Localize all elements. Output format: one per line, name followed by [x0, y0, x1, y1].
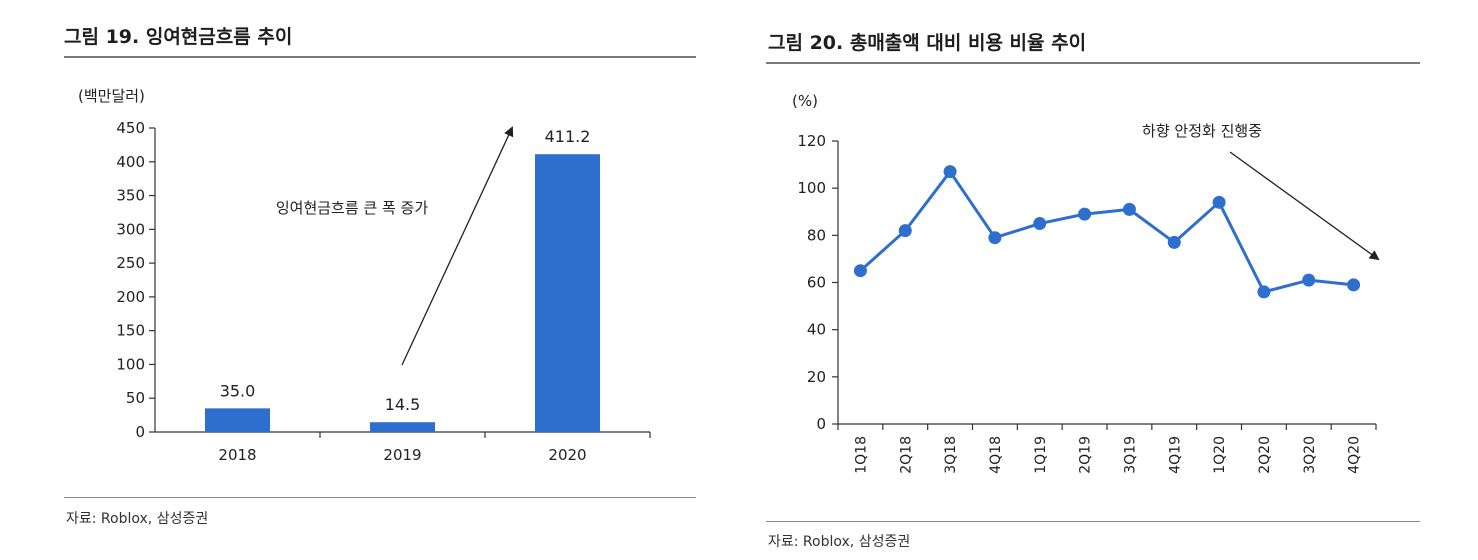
expense-point-4Q20: [1347, 278, 1361, 292]
expense-ratio-chart-panel: 그림 20. 총매출액 대비 비용 비율 추이 (%) 0 20 40 60 80 100 1…: [750, 0, 1478, 560]
expense-bottom-rule: [766, 521, 1420, 522]
fcf-bottom-rule: [64, 497, 696, 498]
expense-annotation-arrow: [1229, 151, 1380, 261]
expense-x-tick-label: 4Q19: [1167, 436, 1183, 474]
fcf-y-tick-label: 400: [116, 153, 145, 171]
expense-x-tick-label: 1Q18: [853, 436, 869, 474]
fcf-chart-panel: 그림 19. 잉여현금흐름 추이 (백만달러) 0 50 100 150 200 250 30…: [0, 0, 720, 560]
expense-point-3Q18: [943, 165, 957, 179]
fcf-source: 자료: Roblox, 삼성증권: [66, 511, 209, 527]
fcf-y-tick-label: 250: [116, 254, 145, 272]
fcf-bar-chart: (백만달러) 0 50 100 150 200 250 300 350 400 450 35.0 201…: [78, 87, 651, 464]
expense-x-tick-label: 1Q20: [1212, 436, 1228, 474]
expense-y-tick-label: 0: [816, 415, 826, 433]
fcf-annotation-arrow: [401, 126, 514, 366]
fcf-y-tick-label: 150: [116, 322, 145, 340]
expense-point-2Q18: [898, 224, 912, 238]
expense-y-tick-label: 80: [807, 226, 826, 244]
fcf-bar-value-label: 411.2: [545, 127, 591, 146]
expense-line-chart: (%) 0 20 40 60 80 100 120 1Q18 2Q18 3Q18 4Q18 1Q19 2Q…: [792, 92, 1380, 474]
expense-x-tick-label: 3Q19: [1122, 436, 1138, 474]
fcf-bar-value-label: 35.0: [220, 381, 256, 400]
expense-figure-title: 그림 20. 총매출액 대비 비용 비율 추이: [768, 32, 1087, 54]
expense-point-3Q19: [1122, 202, 1136, 216]
fcf-annotation: 잉여현금흐름 큰 폭 증가: [276, 199, 429, 217]
expense-x-tick-label: 4Q18: [988, 436, 1004, 474]
expense-x-tick-label: 2Q20: [1257, 436, 1273, 474]
fcf-bar-2020: [535, 154, 600, 433]
expense-x-tick-label: 3Q20: [1302, 436, 1318, 474]
fcf-y-tick-label: 450: [116, 119, 145, 137]
fcf-bar-2018: [205, 408, 270, 432]
expense-point-2Q19: [1078, 207, 1092, 221]
fcf-y-tick-label: 0: [135, 423, 145, 441]
fcf-top-rule: [64, 56, 696, 58]
expense-point-4Q18: [988, 231, 1002, 245]
fcf-figure-title: 그림 19. 잉여현금흐름 추이: [64, 26, 293, 48]
fcf-y-tick-label: 350: [116, 187, 145, 205]
fcf-bar-2019: [370, 422, 435, 432]
fcf-y-tick-label: 100: [116, 355, 145, 373]
fcf-x-tick-label: 2020: [548, 446, 586, 464]
expense-annotation: 하향 안정화 진행중: [1142, 122, 1262, 140]
fcf-y-tick-label: 50: [126, 389, 145, 407]
expense-y-tick-label: 100: [797, 179, 826, 197]
expense-source: 자료: Roblox, 삼성증권: [768, 534, 911, 550]
expense-y-tick-label: 120: [797, 132, 826, 150]
expense-x-tick-label: 2Q19: [1078, 436, 1094, 474]
expense-y-tick-label: 40: [807, 321, 826, 339]
expense-top-rule: [766, 62, 1420, 64]
fcf-y-unit-label: (백만달러): [78, 87, 145, 105]
expense-x-tick-label: 3Q18: [943, 436, 959, 474]
fcf-x-tick-label: 2019: [383, 446, 421, 464]
expense-x-tick-label: 4Q20: [1347, 436, 1363, 474]
expense-point-4Q19: [1167, 235, 1181, 249]
expense-point-1Q18: [853, 264, 867, 278]
expense-point-1Q20: [1212, 195, 1226, 209]
fcf-bar-value-label: 14.5: [385, 395, 421, 414]
fcf-x-tick-label: 2018: [218, 446, 256, 464]
expense-x-tick-label: 2Q18: [898, 436, 914, 474]
expense-point-1Q19: [1033, 217, 1047, 231]
expense-point-3Q20: [1302, 273, 1316, 287]
fcf-y-tick-label: 300: [116, 220, 145, 238]
expense-point-2Q20: [1257, 285, 1271, 299]
expense-y-tick-label: 60: [807, 274, 826, 292]
fcf-y-tick-label: 200: [116, 288, 145, 306]
expense-y-tick-label: 20: [807, 368, 826, 386]
expense-y-unit-label: (%): [792, 92, 818, 110]
expense-x-tick-label: 1Q19: [1033, 436, 1049, 474]
expense-series-line: [859, 170, 1354, 294]
